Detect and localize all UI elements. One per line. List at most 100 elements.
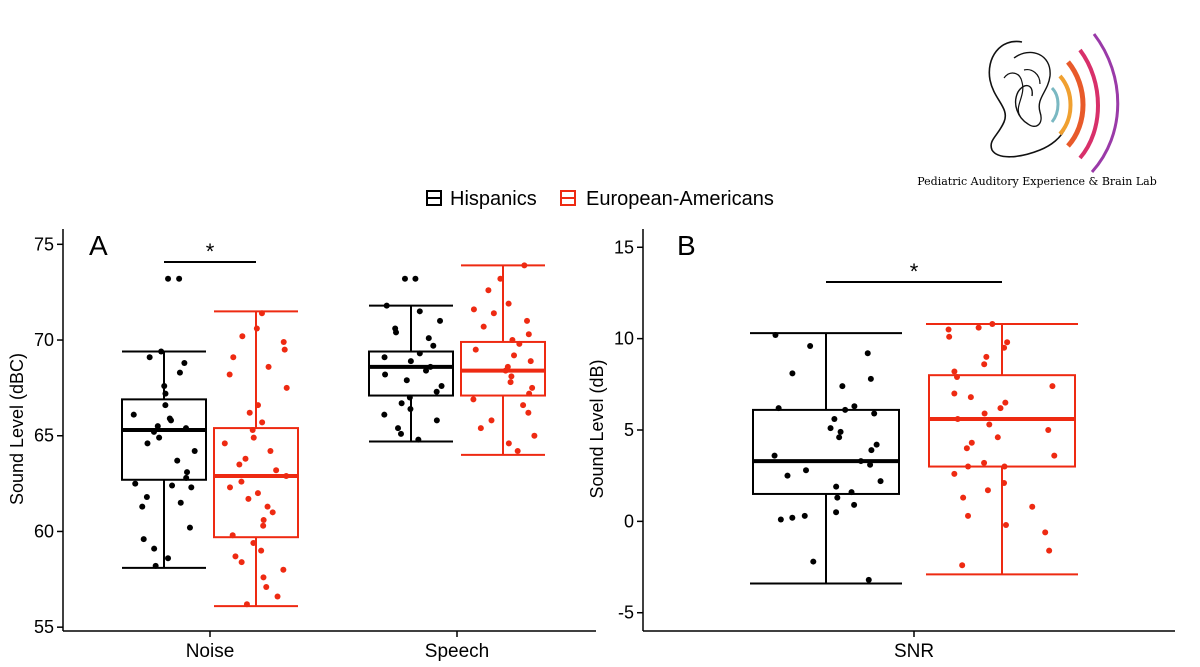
logo-arc-3 xyxy=(1066,60,1086,148)
data-point xyxy=(505,300,512,307)
data-point xyxy=(265,363,272,370)
data-point xyxy=(983,353,990,360)
data-point xyxy=(423,367,430,374)
data-point xyxy=(239,333,246,340)
data-point xyxy=(245,495,252,502)
data-point xyxy=(868,447,875,454)
data-point xyxy=(383,302,390,309)
y-tick-label: 15 xyxy=(614,237,634,257)
data-point xyxy=(412,275,419,282)
data-point xyxy=(960,494,967,501)
box-iqr xyxy=(121,398,207,481)
x-tick-label-noise: Noise xyxy=(186,641,235,662)
data-point xyxy=(398,400,405,407)
data-point xyxy=(485,287,492,294)
data-point xyxy=(1045,427,1052,433)
data-point xyxy=(959,562,966,569)
data-point xyxy=(146,354,153,361)
data-point xyxy=(784,472,791,479)
box-european-americans-snr xyxy=(926,321,1078,576)
data-point xyxy=(470,396,477,403)
y-tick-label: 5 xyxy=(624,420,634,440)
data-point xyxy=(283,384,290,391)
data-point xyxy=(834,494,841,501)
data-point xyxy=(438,382,445,389)
significance-star-snr: * xyxy=(910,259,919,284)
data-point xyxy=(162,402,169,409)
data-point xyxy=(154,423,161,430)
data-point xyxy=(516,340,523,347)
data-point xyxy=(226,484,233,491)
y-tick-label: 55 xyxy=(34,617,54,637)
box-iqr xyxy=(752,408,900,495)
data-point xyxy=(775,405,782,412)
data-point xyxy=(238,478,245,485)
data-point xyxy=(965,463,972,470)
data-point xyxy=(803,467,810,474)
data-point xyxy=(264,503,271,510)
legend-label-hispanics: Hispanics xyxy=(450,188,537,210)
logo-ear-inner xyxy=(1013,51,1051,128)
data-point xyxy=(165,555,172,562)
data-point xyxy=(132,480,139,487)
data-point xyxy=(433,388,440,395)
data-point xyxy=(954,416,961,423)
legend-item-hispanics: Hispanics xyxy=(426,188,537,210)
data-point xyxy=(425,335,432,342)
data-point xyxy=(249,427,256,433)
panel-b-boxes xyxy=(750,321,1078,585)
data-point xyxy=(406,394,413,401)
data-point xyxy=(507,379,514,386)
data-point xyxy=(232,553,239,560)
data-point xyxy=(864,350,871,357)
data-point xyxy=(182,425,189,432)
data-point xyxy=(263,583,270,590)
data-point xyxy=(283,472,290,479)
panel-a: A Sound Level (dBC) 55 60 65 70 75 Noise Spee… xyxy=(7,229,596,662)
data-point xyxy=(1001,463,1008,470)
data-point xyxy=(472,346,479,353)
data-point xyxy=(382,371,389,378)
data-point xyxy=(867,461,874,468)
box-iqr xyxy=(213,427,299,539)
data-point xyxy=(130,411,137,418)
y-tick-label: 0 xyxy=(624,511,634,531)
data-point xyxy=(1051,452,1058,459)
data-point xyxy=(258,547,265,554)
data-point xyxy=(789,514,796,521)
data-point xyxy=(981,361,988,368)
logo-arc-2 xyxy=(1058,74,1073,136)
data-point xyxy=(250,539,257,546)
data-point xyxy=(871,410,878,417)
data-point xyxy=(1001,479,1008,486)
logo-ear-outline xyxy=(988,40,1067,158)
data-point xyxy=(162,390,169,397)
legend: Hispanics European-Americans xyxy=(426,188,774,210)
data-point xyxy=(984,487,991,494)
data-point xyxy=(230,354,237,361)
data-point xyxy=(994,434,1001,441)
data-point xyxy=(151,545,158,552)
data-point xyxy=(836,434,843,441)
data-point xyxy=(403,377,410,384)
data-point xyxy=(250,434,257,441)
logo-arc-4 xyxy=(1078,48,1100,160)
data-point xyxy=(1042,529,1049,536)
logo-arc-1 xyxy=(1050,86,1060,123)
data-point xyxy=(152,562,159,569)
data-point xyxy=(807,342,814,349)
data-point xyxy=(477,425,484,432)
data-point xyxy=(415,436,422,443)
data-point xyxy=(407,405,414,412)
data-point xyxy=(416,350,423,357)
data-point xyxy=(150,428,157,435)
data-point xyxy=(168,417,175,424)
y-tick-label: 10 xyxy=(614,329,634,349)
data-point xyxy=(851,403,858,410)
panel-b-label: B xyxy=(677,230,696,261)
data-point xyxy=(260,574,267,581)
data-point xyxy=(771,452,778,459)
data-point xyxy=(511,352,518,359)
data-point xyxy=(177,499,184,506)
data-point xyxy=(524,317,531,324)
